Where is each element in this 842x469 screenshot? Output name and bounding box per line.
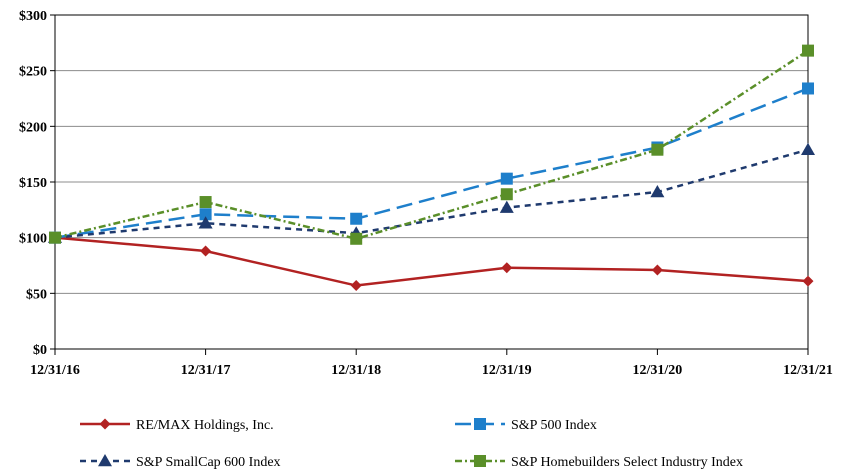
data-point	[651, 143, 664, 156]
data-point	[650, 185, 665, 198]
series-line	[54, 236, 809, 287]
x-tick-label: 12/31/21	[783, 363, 833, 378]
data-point	[199, 208, 212, 221]
data-point	[200, 245, 212, 257]
legend-label: S&P SmallCap 600 Index	[136, 455, 281, 469]
x-tick-label: 12/31/17	[181, 363, 231, 378]
data-point	[350, 212, 363, 225]
legend-swatch-marker	[98, 454, 112, 467]
x-tick-label: 12/31/19	[482, 363, 532, 378]
legend-label: S&P 500 Index	[511, 418, 597, 433]
y-tick-label: $0	[33, 343, 47, 358]
data-point	[802, 275, 814, 287]
data-point	[49, 231, 61, 244]
y-tick-label: $100	[19, 232, 47, 247]
data-point	[198, 216, 213, 229]
data-point	[802, 82, 814, 95]
y-tick-label: $200	[19, 120, 47, 135]
legend-label: RE/MAX Holdings, Inc.	[136, 418, 274, 433]
legend-item-s-p-homebuilders-select-industry-index: S&P Homebuilders Select Industry Index	[455, 455, 743, 469]
data-point	[199, 196, 212, 209]
legend-item-re-max-holdings-inc: RE/MAX Holdings, Inc.	[80, 418, 274, 433]
y-axis-ticks: $0 $50 $100 $150 $200 $250 $300	[19, 9, 55, 358]
data-point	[350, 280, 362, 292]
x-tick-label: 12/31/16	[30, 363, 80, 378]
legend-swatch-marker	[474, 455, 486, 467]
x-tick-label: 12/31/20	[633, 363, 683, 378]
y-tick-label: $250	[19, 65, 47, 80]
gridlines	[55, 70, 808, 294]
legend-swatch-marker	[99, 418, 111, 430]
x-tick-label: 12/31/18	[331, 363, 381, 378]
y-tick-label: $300	[19, 9, 47, 24]
legend-item-s-p-smallcap-600-index: S&P SmallCap 600 Index	[80, 454, 281, 469]
legend-item-s-p-500-index: S&P 500 Index	[455, 418, 597, 433]
legend-label: S&P Homebuilders Select Industry Index	[511, 455, 743, 469]
series-re-max-holdings-inc	[49, 232, 814, 292]
data-point	[802, 44, 814, 57]
data-point	[500, 188, 513, 201]
legend: RE/MAX Holdings, Inc. S&P 500 Index S&P Sm…	[80, 418, 743, 469]
data-point	[500, 172, 513, 185]
data-point	[651, 264, 663, 276]
legend-swatch-marker	[474, 418, 486, 430]
y-tick-label: $150	[19, 176, 47, 191]
y-tick-label: $50	[26, 287, 47, 302]
data-point	[801, 142, 815, 155]
data-point	[501, 262, 513, 274]
series-line	[54, 148, 809, 239]
series-s-p-smallcap-600-index	[48, 142, 815, 243]
series-lines	[48, 44, 815, 292]
data-point	[350, 232, 363, 245]
x-axis-ticks: 12/31/16 12/31/17 12/31/18 12/31/19 12/31/20…	[30, 349, 833, 378]
plot-area-frame	[54, 14, 809, 350]
series-line	[54, 49, 809, 241]
data-point	[499, 200, 514, 213]
series-line	[54, 87, 809, 239]
series-s-p-homebuilders-select-industry-index	[49, 44, 814, 245]
